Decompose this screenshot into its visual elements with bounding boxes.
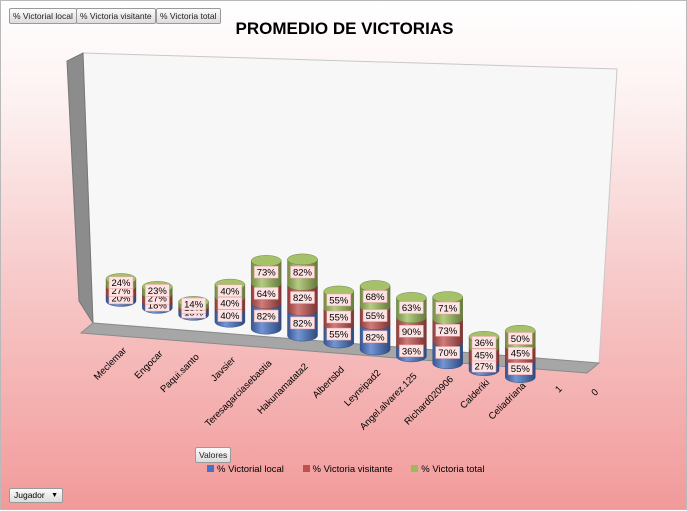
data-label-bg xyxy=(471,348,497,362)
legend-swatch-local xyxy=(207,465,214,472)
data-label-total-8: 63% xyxy=(402,303,422,314)
data-label-bg xyxy=(145,284,170,297)
data-label-bg xyxy=(362,330,388,344)
bar-cap-7 xyxy=(359,280,391,292)
data-label-local-3: 40% xyxy=(220,311,240,322)
jugador-label: Jugador xyxy=(14,490,45,500)
data-label-bg xyxy=(399,325,424,338)
data-label-local-8: 36% xyxy=(402,346,422,357)
data-label-bg xyxy=(326,293,352,307)
legend-item-visitante: % Victoria visitante xyxy=(302,464,393,475)
data-label-bg xyxy=(290,291,315,304)
data-label-visitante-4: 64% xyxy=(257,289,277,300)
data-label-bg xyxy=(181,297,206,311)
x-tick-label-0: Meclemar xyxy=(92,345,129,382)
x-tick-label-6: Albertsbd xyxy=(311,365,347,401)
legend-swatch-total xyxy=(411,465,419,472)
x-tick-label-7: Leyreipad2 xyxy=(342,368,383,409)
legend-label-total: % Victoria total xyxy=(421,464,485,475)
data-label-bg xyxy=(217,309,243,322)
data-label-local-5: 82% xyxy=(293,318,313,329)
filter-button-victoria-total[interactable]: % Victoria total xyxy=(156,8,221,24)
data-label-bg xyxy=(508,346,533,360)
data-label-bg xyxy=(435,324,460,337)
data-label-visitante-9: 73% xyxy=(438,326,458,337)
chevron-down-icon: ▼ xyxy=(51,492,58,499)
x-tick-label-10: Calderiki xyxy=(458,377,492,411)
data-label-total-1: 23% xyxy=(148,286,168,297)
x-tick-label-11: Celiadriana xyxy=(487,380,529,422)
x-tick-label-12: 1 xyxy=(553,384,565,396)
data-label-bg xyxy=(253,265,279,279)
data-label-visitante-10: 45% xyxy=(474,350,494,361)
data-label-total-9: 71% xyxy=(438,304,458,315)
data-label-total-2: 14% xyxy=(184,300,204,311)
data-label-bg xyxy=(508,332,533,345)
x-tick-label-2: Paqui.santo xyxy=(158,352,201,395)
bar-cap-5 xyxy=(287,253,318,266)
data-label-bg xyxy=(362,309,388,322)
data-label-local-0: 20% xyxy=(111,293,131,304)
data-label-bg xyxy=(253,309,279,323)
data-label-bg xyxy=(435,346,460,359)
data-label-bg xyxy=(508,362,533,375)
data-label-total-0: 24% xyxy=(111,278,131,289)
data-label-bg xyxy=(217,296,243,310)
data-label-bg xyxy=(290,265,315,279)
data-label-bg xyxy=(471,336,497,349)
chart-title: PROMEDIO DE VICTORIAS xyxy=(235,19,454,38)
data-label-bg xyxy=(435,301,460,315)
data-label-visitante-6: 55% xyxy=(329,313,349,324)
x-tick-label-4: Teresagarciasebastia xyxy=(203,358,275,430)
data-label-local-1: 18% xyxy=(148,301,168,312)
x-tick-label-1: Engocar xyxy=(133,349,166,382)
data-label-visitante-5: 82% xyxy=(293,293,313,304)
data-label-total-7: 68% xyxy=(366,292,386,303)
bar-cap-4 xyxy=(251,255,282,267)
x-tick-label-3: Javsier xyxy=(209,355,238,384)
data-label-local-9: 70% xyxy=(438,348,458,359)
valores-button[interactable]: Valores xyxy=(195,447,232,463)
data-label-total-3: 40% xyxy=(220,286,240,297)
jugador-filter-dropdown[interactable]: Jugador ▼ xyxy=(9,488,63,503)
filter-button-victoria-visitante[interactable]: % Victoria visitante xyxy=(76,8,156,24)
legend-label-visitante: % Victoria visitante xyxy=(312,464,393,475)
legend-item-local: % Victorial local xyxy=(207,464,284,475)
data-label-visitante-0: 27% xyxy=(111,286,131,297)
data-label-total-6: 55% xyxy=(329,295,349,306)
data-label-total-11: 50% xyxy=(511,334,531,345)
data-label-visitante-3: 40% xyxy=(220,299,240,310)
data-label-bg xyxy=(217,284,243,298)
data-label-bg xyxy=(108,276,134,289)
data-label-local-10: 27% xyxy=(474,362,494,373)
data-label-total-4: 73% xyxy=(257,268,277,279)
data-label-local-11: 55% xyxy=(511,364,531,375)
data-label-visitante-11: 45% xyxy=(511,349,531,360)
legend-item-total: % Victoria total xyxy=(411,464,484,475)
data-label-visitante-8: 90% xyxy=(402,327,422,338)
data-label-bg xyxy=(326,310,352,324)
data-label-bg xyxy=(253,287,279,300)
legend-swatch-visitante xyxy=(302,465,310,472)
data-label-total-10: 36% xyxy=(474,338,494,349)
data-label-visitante-7: 55% xyxy=(366,311,386,322)
legend-label-local: % Victorial local xyxy=(217,464,284,475)
data-label-local-4: 82% xyxy=(257,312,277,323)
data-label-bg xyxy=(399,301,424,314)
data-label-local-7: 82% xyxy=(366,332,386,343)
data-label-bg xyxy=(399,344,424,358)
data-label-total-5: 82% xyxy=(293,268,313,279)
x-tick-label-13: 0 xyxy=(589,387,601,399)
data-label-visitante-1: 27% xyxy=(148,294,168,305)
data-label-bg xyxy=(290,316,315,330)
side-wall xyxy=(66,52,94,325)
data-label-bg xyxy=(326,327,352,341)
data-label-local-6: 55% xyxy=(329,330,349,341)
bar-cap-9 xyxy=(432,291,463,303)
legend: % Victorial local % Victoria visitante %… xyxy=(207,464,500,475)
data-label-bg xyxy=(362,290,388,303)
